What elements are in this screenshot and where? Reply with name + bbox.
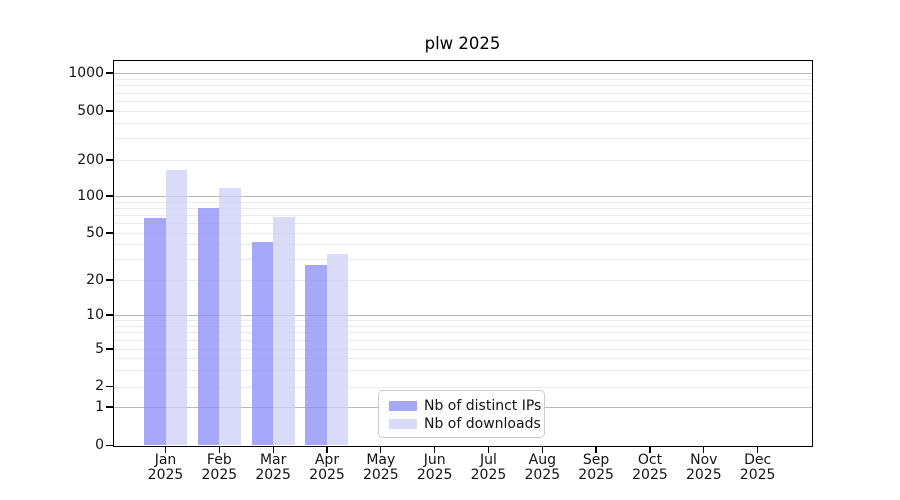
x-tick-mark <box>595 445 597 453</box>
x-tick-mark <box>218 445 220 453</box>
minor-gridline <box>113 207 812 209</box>
y-tick-mark <box>106 72 113 74</box>
minor-gridline <box>113 78 812 80</box>
y-tick-mark <box>106 110 113 112</box>
minor-gridline <box>113 386 812 388</box>
x-tick-label: Dec 2025 <box>739 451 776 483</box>
x-tick-mark <box>541 445 543 453</box>
legend-item: Nb of downloads <box>389 415 544 433</box>
chart-title: plw 2025 <box>424 34 501 53</box>
minor-gridline <box>113 138 812 140</box>
y-tick-label: 20 <box>86 271 104 288</box>
minor-gridline <box>113 340 812 342</box>
y-tick-label: 5 <box>95 340 104 357</box>
y-tick-mark <box>106 314 113 316</box>
y-tick-label: 0 <box>95 437 104 453</box>
y-tick-mark <box>106 159 113 161</box>
y-tick-label: 50 <box>86 224 104 241</box>
x-tick-label: Jun 2025 <box>416 451 453 483</box>
x-tick-mark <box>756 445 759 453</box>
minor-gridline <box>113 92 812 94</box>
minor-gridline <box>113 233 812 234</box>
x-tick-label: Jul 2025 <box>470 451 507 483</box>
legend-label: Nb of distinct IPs <box>424 398 542 414</box>
x-tick-mark <box>649 445 651 453</box>
minor-gridline <box>113 369 812 371</box>
bar-distinct-ips <box>305 264 327 446</box>
y-tick-mark <box>106 385 113 388</box>
y-tick-label: 100 <box>77 187 104 204</box>
y-tick-mark <box>106 444 113 447</box>
x-tick-label: Aug 2025 <box>524 451 561 483</box>
minor-gridline <box>113 223 812 225</box>
x-tick-mark <box>434 445 436 453</box>
x-tick-mark <box>326 445 328 453</box>
x-tick-mark <box>703 445 705 453</box>
x-tick-label: Feb 2025 <box>201 451 238 483</box>
y-tick-mark <box>106 232 113 234</box>
x-tick-label: May 2025 <box>362 451 399 483</box>
plot-area <box>113 61 812 446</box>
minor-gridline <box>113 101 812 102</box>
minor-gridline <box>113 122 812 124</box>
bar-downloads <box>165 169 187 446</box>
x-tick-label: Apr 2025 <box>309 451 345 483</box>
minor-gridline <box>113 358 812 360</box>
minor-gridline <box>113 201 812 203</box>
y-tick-mark <box>106 195 113 197</box>
major-gridline <box>113 73 812 74</box>
minor-gridline <box>113 244 812 246</box>
y-tick-label: 10 <box>86 306 104 323</box>
minor-gridline <box>113 325 812 327</box>
legend-swatch-distinct-ips <box>389 401 417 411</box>
minor-gridline <box>113 349 812 350</box>
bar-downloads <box>326 254 349 446</box>
x-tick-label: Sep 2025 <box>578 451 614 483</box>
y-tick-mark <box>106 406 113 408</box>
y-tick-label: 1000 <box>68 64 104 81</box>
x-tick-mark <box>272 445 274 453</box>
x-tick-label: Mar 2025 <box>255 451 291 483</box>
major-gridline <box>113 196 812 197</box>
x-tick-label: Nov 2025 <box>685 451 722 483</box>
legend-swatch-downloads <box>389 419 417 429</box>
bar-downloads <box>273 216 295 446</box>
bar-distinct-ips <box>251 241 274 446</box>
minor-gridline <box>113 85 812 87</box>
x-tick-mark <box>487 445 490 453</box>
x-tick-mark <box>164 445 167 453</box>
minor-gridline <box>113 320 812 322</box>
y-tick-mark <box>106 279 113 281</box>
bar-distinct-ips <box>144 218 166 446</box>
y-tick-label: 1 <box>95 398 104 415</box>
legend-item: Nb of distinct IPs <box>389 397 544 415</box>
major-gridline <box>113 315 812 316</box>
y-tick-label: 200 <box>77 151 104 168</box>
y-tick-label: 500 <box>77 102 104 119</box>
bar-distinct-ips <box>197 207 220 446</box>
minor-gridline <box>113 332 812 334</box>
y-tick-label: 2 <box>95 378 104 394</box>
x-tick-mark <box>380 445 382 453</box>
legend: Nb of distinct IPs Nb of downloads <box>378 390 545 438</box>
minor-gridline <box>113 160 812 161</box>
x-tick-label: Jan 2025 <box>147 451 184 483</box>
y-tick-mark <box>106 348 113 350</box>
minor-gridline <box>113 259 812 261</box>
legend-label: Nb of downloads <box>424 416 541 432</box>
minor-gridline <box>113 111 812 112</box>
minor-gridline <box>113 215 812 217</box>
minor-gridline <box>113 280 812 281</box>
x-tick-label: Oct 2025 <box>632 451 668 483</box>
bar-downloads <box>219 187 241 446</box>
